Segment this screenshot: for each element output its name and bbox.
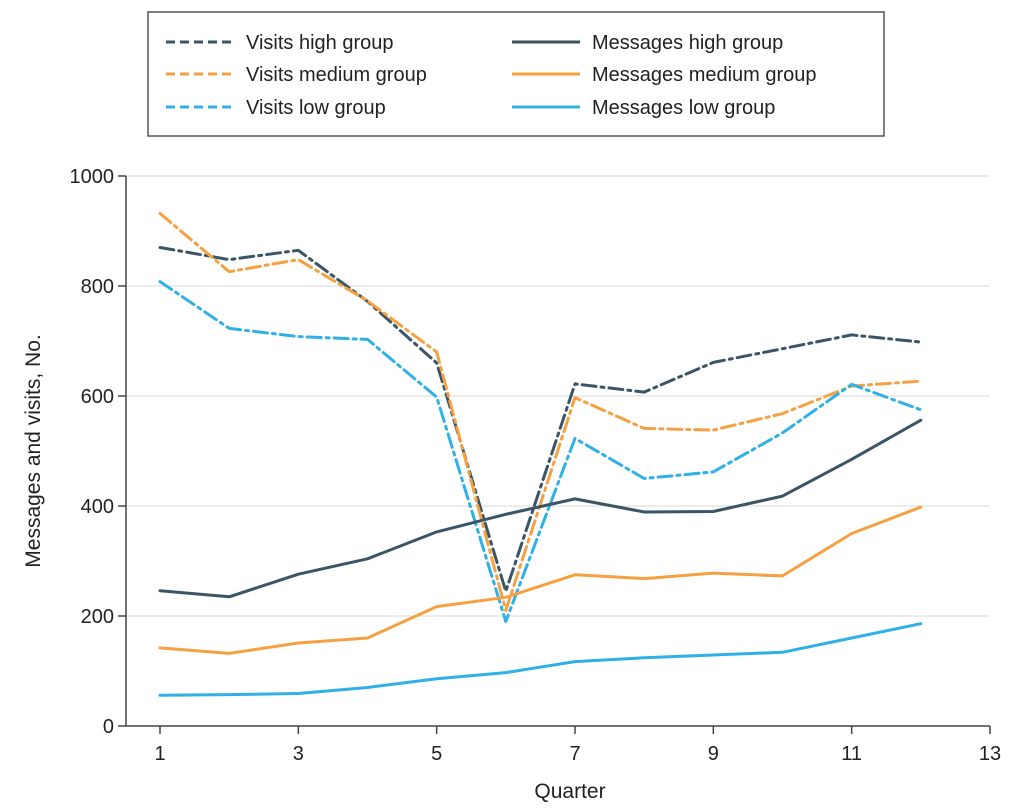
y-tick-label: 0: [103, 716, 114, 738]
y-tick-label: 200: [81, 606, 114, 628]
y-tick-label: 600: [81, 386, 114, 408]
series-line-visits-high-group: [158, 246, 923, 593]
x-tick-label: 13: [979, 743, 1001, 765]
y-axis-ticks: 0 200 400 600 800 1000: [70, 166, 126, 738]
legend-label-visits-low-group: Visits low group: [246, 97, 386, 119]
y-axis-label: Messages and visits, No.: [22, 334, 45, 567]
legend-label-messages-medium-group: Messages medium group: [592, 64, 817, 86]
legend: Visits high group Visits medium group Visi…: [147, 11, 885, 137]
x-tick-label: 5: [431, 743, 442, 765]
legend-label-messages-low-group: Messages low group: [592, 97, 775, 119]
series-line-visits-low-group: [158, 280, 923, 623]
series-layer: [158, 211, 923, 697]
x-tick-label: 1: [154, 743, 165, 765]
axes: [125, 176, 990, 727]
x-tick-label: 9: [708, 743, 719, 765]
series-line-visits-medium-group: [158, 211, 923, 612]
x-axis-label: Quarter: [534, 780, 605, 803]
y-tick-label: 400: [81, 496, 114, 518]
x-tick-label: 3: [293, 743, 304, 765]
y-tick-label: 1000: [70, 166, 115, 188]
y-tick-label: 800: [81, 276, 114, 298]
series-line-messages-medium-group: [158, 505, 923, 655]
x-tick-label: 7: [569, 743, 580, 765]
x-tick-label: 11: [841, 743, 862, 765]
x-axis-ticks: 1 3 5 7 9 11 13: [154, 726, 1001, 765]
legend-label-messages-high-group: Messages high group: [592, 32, 783, 54]
series-line-messages-low-group: [158, 622, 923, 697]
grid-lines: [126, 175, 990, 617]
legend-label-visits-medium-group: Visits medium group: [246, 64, 427, 86]
series-line-messages-high-group: [158, 418, 923, 599]
legend-label-visits-high-group: Visits high group: [246, 32, 394, 54]
